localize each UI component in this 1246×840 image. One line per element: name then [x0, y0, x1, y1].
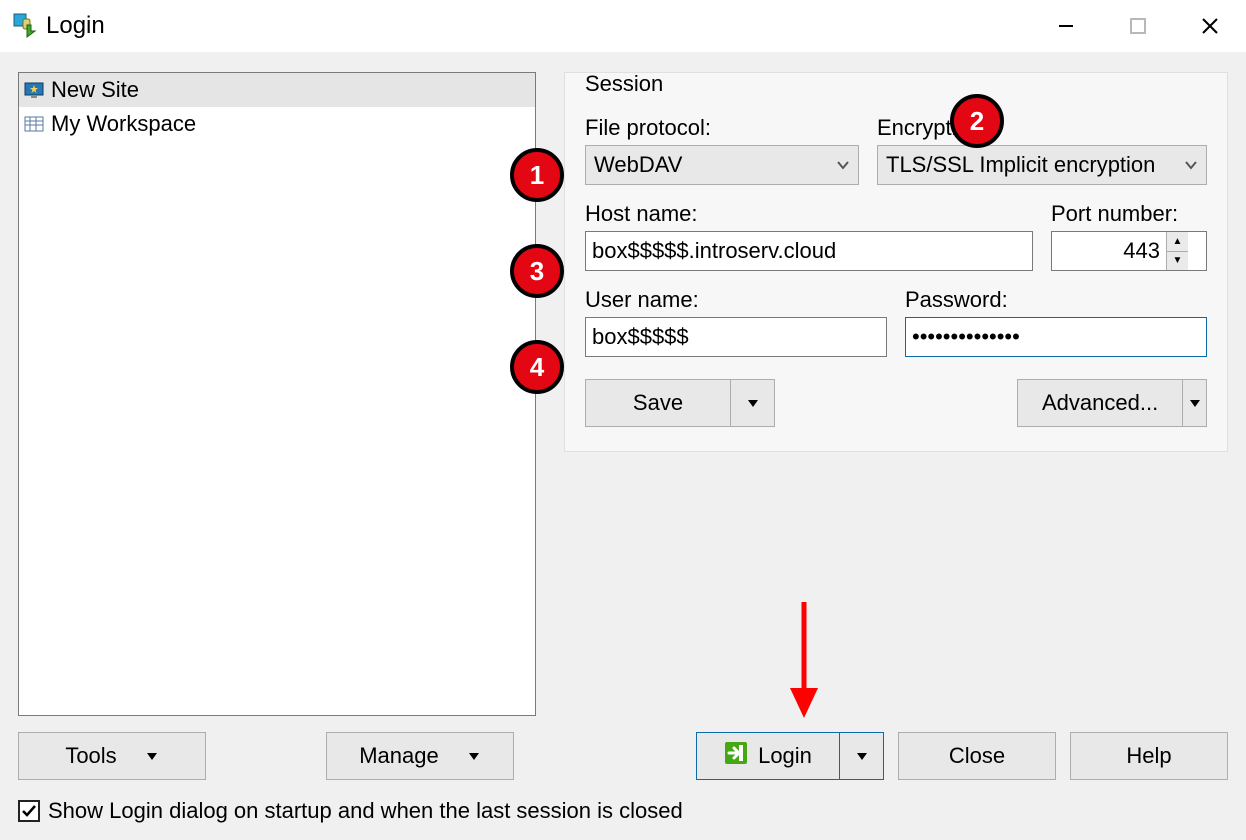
advanced-button-label: Advanced...: [1042, 390, 1158, 416]
left-column: New Site My Workspace: [18, 72, 536, 716]
window-title: Login: [46, 12, 105, 40]
user-name-input[interactable]: [585, 317, 887, 357]
site-item-label: My Workspace: [51, 111, 196, 137]
advanced-button[interactable]: Advanced...: [1017, 379, 1207, 427]
password-label: Password:: [905, 287, 1207, 313]
show-login-dialog-label: Show Login dialog on startup and when th…: [48, 798, 683, 824]
chevron-down-icon: [1184, 152, 1198, 178]
right-column: Session File protocol: WebDAV Encryption…: [564, 72, 1228, 716]
annotation-arrow: [784, 602, 824, 722]
site-list[interactable]: New Site My Workspace: [18, 72, 536, 716]
annotation-2: 2: [950, 94, 1004, 148]
close-button-label: Close: [949, 743, 1005, 769]
site-item-my-workspace[interactable]: My Workspace: [19, 107, 535, 141]
login-arrow-icon: [724, 741, 748, 771]
monitor-star-icon: [23, 79, 45, 101]
session-group: Session File protocol: WebDAV Encryption…: [564, 72, 1228, 452]
spin-down-icon[interactable]: ▼: [1167, 252, 1188, 271]
tools-button[interactable]: Tools: [18, 732, 206, 780]
annotation-3: 3: [510, 244, 564, 298]
user-name-label: User name:: [585, 287, 887, 313]
file-protocol-select[interactable]: WebDAV: [585, 145, 859, 185]
minimize-button[interactable]: [1030, 0, 1102, 52]
annotation-1: 1: [510, 148, 564, 202]
login-window: Login New Site: [0, 0, 1246, 840]
chevron-down-icon: [836, 152, 850, 178]
app-icon: [12, 12, 40, 40]
dialog-body: New Site My Workspace Session: [0, 52, 1246, 840]
advanced-button-menu[interactable]: [1183, 379, 1207, 427]
chevron-down-icon: [145, 743, 159, 769]
file-protocol-label: File protocol:: [585, 115, 859, 141]
manage-button[interactable]: Manage: [326, 732, 514, 780]
site-item-new-site[interactable]: New Site: [19, 73, 535, 107]
annotation-4: 4: [510, 340, 564, 394]
port-number-label: Port number:: [1051, 201, 1207, 227]
save-button[interactable]: Save: [585, 379, 775, 427]
login-button-label: Login: [758, 743, 812, 769]
port-number-input[interactable]: ▲ ▼: [1051, 231, 1207, 271]
file-protocol-value: WebDAV: [594, 152, 682, 178]
bottom-button-row: Tools Manage Login: [18, 732, 1228, 780]
port-number-field[interactable]: [1052, 232, 1166, 270]
tools-button-label: Tools: [65, 743, 116, 769]
login-button[interactable]: Login: [696, 732, 884, 780]
checkbox-icon: [18, 800, 40, 822]
help-button-label: Help: [1126, 743, 1171, 769]
main-row: New Site My Workspace Session: [18, 72, 1228, 716]
password-input[interactable]: [905, 317, 1207, 357]
help-button[interactable]: Help: [1070, 732, 1228, 780]
port-spinner[interactable]: ▲ ▼: [1166, 232, 1188, 270]
maximize-button: [1102, 0, 1174, 52]
encryption-label: Encryption:: [877, 115, 1207, 141]
chevron-down-icon: [467, 743, 481, 769]
host-name-label: Host name:: [585, 201, 1033, 227]
grid-icon: [23, 113, 45, 135]
site-item-label: New Site: [51, 77, 139, 103]
encryption-value: TLS/SSL Implicit encryption: [886, 152, 1155, 178]
show-login-dialog-checkbox[interactable]: Show Login dialog on startup and when th…: [18, 798, 1228, 824]
session-group-label: Session: [585, 71, 1207, 97]
close-window-button[interactable]: [1174, 0, 1246, 52]
close-button[interactable]: Close: [898, 732, 1056, 780]
titlebar: Login: [0, 0, 1246, 52]
save-button-menu[interactable]: [731, 379, 775, 427]
spin-up-icon[interactable]: ▲: [1167, 232, 1188, 252]
login-button-menu[interactable]: [840, 732, 884, 780]
manage-button-label: Manage: [359, 743, 439, 769]
host-name-input[interactable]: [585, 231, 1033, 271]
encryption-select[interactable]: TLS/SSL Implicit encryption: [877, 145, 1207, 185]
save-button-label: Save: [633, 390, 683, 416]
window-controls: [1030, 0, 1246, 52]
